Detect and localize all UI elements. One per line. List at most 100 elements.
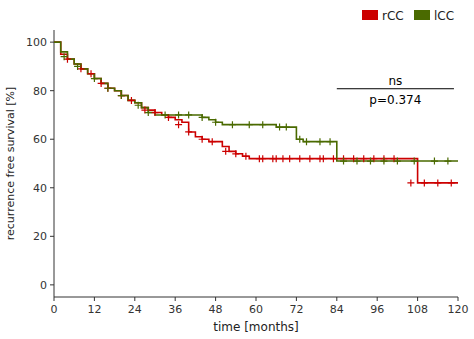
survival-curve	[54, 42, 458, 161]
x-tick	[134, 297, 135, 301]
censor-mark	[152, 109, 159, 116]
censor-mark	[91, 75, 98, 82]
x-tick-label: 108	[407, 303, 428, 316]
y-tick-label: 40	[33, 182, 47, 195]
censor-mark	[74, 63, 81, 70]
x-tick	[175, 297, 176, 301]
censor-mark	[145, 109, 152, 116]
censor-mark	[185, 111, 192, 118]
x-tick-label: 120	[448, 303, 469, 316]
censor-mark	[327, 138, 334, 145]
x-axis-label: time [months]	[213, 320, 299, 334]
y-tick	[50, 42, 54, 43]
y-tick	[50, 187, 54, 188]
y-tick	[50, 90, 54, 91]
censor-mark	[434, 179, 441, 186]
x-tick	[94, 297, 95, 301]
censor-mark	[448, 179, 455, 186]
censor-mark	[104, 85, 111, 92]
x-tick	[215, 297, 216, 301]
x-tick-label: 60	[249, 303, 263, 316]
y-tick-label: 100	[26, 36, 47, 49]
censor-mark	[279, 155, 286, 162]
censor-mark	[316, 138, 323, 145]
censor-mark	[61, 53, 68, 60]
x-tick-label: 96	[370, 303, 384, 316]
censor-mark	[283, 124, 290, 131]
censor-mark	[276, 124, 283, 131]
censor-mark	[407, 179, 414, 186]
x-tick-label: 0	[51, 303, 58, 316]
censor-mark	[118, 92, 125, 99]
x-tick	[256, 297, 257, 301]
y-tick-label: 0	[40, 279, 47, 292]
censor-mark	[303, 138, 310, 145]
censor-mark	[118, 92, 125, 99]
x-tick-label: 48	[209, 303, 223, 316]
plot-area	[54, 42, 458, 186]
x-tick-label: 72	[289, 303, 303, 316]
y-tick-label: 20	[33, 230, 47, 243]
legend-label: lCC	[434, 9, 454, 23]
censor-mark	[431, 158, 438, 165]
x-tick	[377, 297, 378, 301]
censor-mark	[175, 121, 182, 128]
survival-curve	[54, 42, 458, 183]
x-tick-label: 24	[128, 303, 142, 316]
legend-label: rCC	[382, 9, 404, 23]
censor-mark	[229, 121, 236, 128]
censor-mark	[246, 121, 253, 128]
censor-mark	[360, 155, 367, 162]
censor-mark	[320, 155, 327, 162]
y-axis	[54, 30, 55, 297]
x-tick	[336, 297, 337, 301]
censor-mark	[98, 80, 105, 87]
y-axis-label: recurrence free survival [%]	[4, 87, 17, 241]
censor-mark	[88, 70, 95, 77]
significance-label: ns	[388, 74, 402, 88]
legend-swatch	[362, 10, 378, 20]
censor-mark	[411, 158, 418, 165]
censor-mark	[135, 102, 142, 109]
censor-mark	[330, 155, 337, 162]
censor-mark	[444, 158, 451, 165]
censor-mark	[185, 128, 192, 135]
censor-mark	[421, 179, 428, 186]
significance-bar	[337, 88, 454, 89]
legend-swatch	[414, 10, 430, 20]
x-tick-label: 84	[330, 303, 344, 316]
censor-mark	[175, 111, 182, 118]
censor-mark	[209, 138, 216, 145]
y-tick	[50, 284, 54, 285]
censor-mark	[394, 158, 401, 165]
censor-mark	[367, 158, 374, 165]
censor-mark	[296, 136, 303, 143]
censor-mark	[354, 158, 361, 165]
y-tick-label: 80	[33, 85, 47, 98]
x-tick	[54, 297, 55, 301]
censor-mark	[286, 155, 293, 162]
censor-mark	[273, 155, 280, 162]
censor-mark	[380, 158, 387, 165]
y-tick	[50, 139, 54, 140]
censor-mark	[199, 136, 206, 143]
censor-mark	[259, 121, 266, 128]
x-tick	[417, 297, 418, 301]
y-tick-label: 60	[33, 133, 47, 146]
censor-mark	[340, 158, 347, 165]
censor-mark	[222, 148, 229, 155]
censor-mark	[296, 155, 303, 162]
x-tick-label: 36	[168, 303, 182, 316]
censor-mark	[306, 155, 313, 162]
censor-mark	[104, 85, 111, 92]
x-tick	[296, 297, 297, 301]
censor-mark	[212, 119, 219, 126]
chart: 0 12 24 36 48 60 72 84 96 108 120 0 20 40 60 80 100 time …	[0, 0, 474, 339]
censor-mark	[259, 155, 266, 162]
censor-mark	[242, 153, 249, 160]
y-tick	[50, 236, 54, 237]
censor-mark	[128, 97, 135, 104]
x-tick-label: 12	[87, 303, 101, 316]
x-tick	[458, 297, 459, 301]
censor-mark	[232, 150, 239, 157]
